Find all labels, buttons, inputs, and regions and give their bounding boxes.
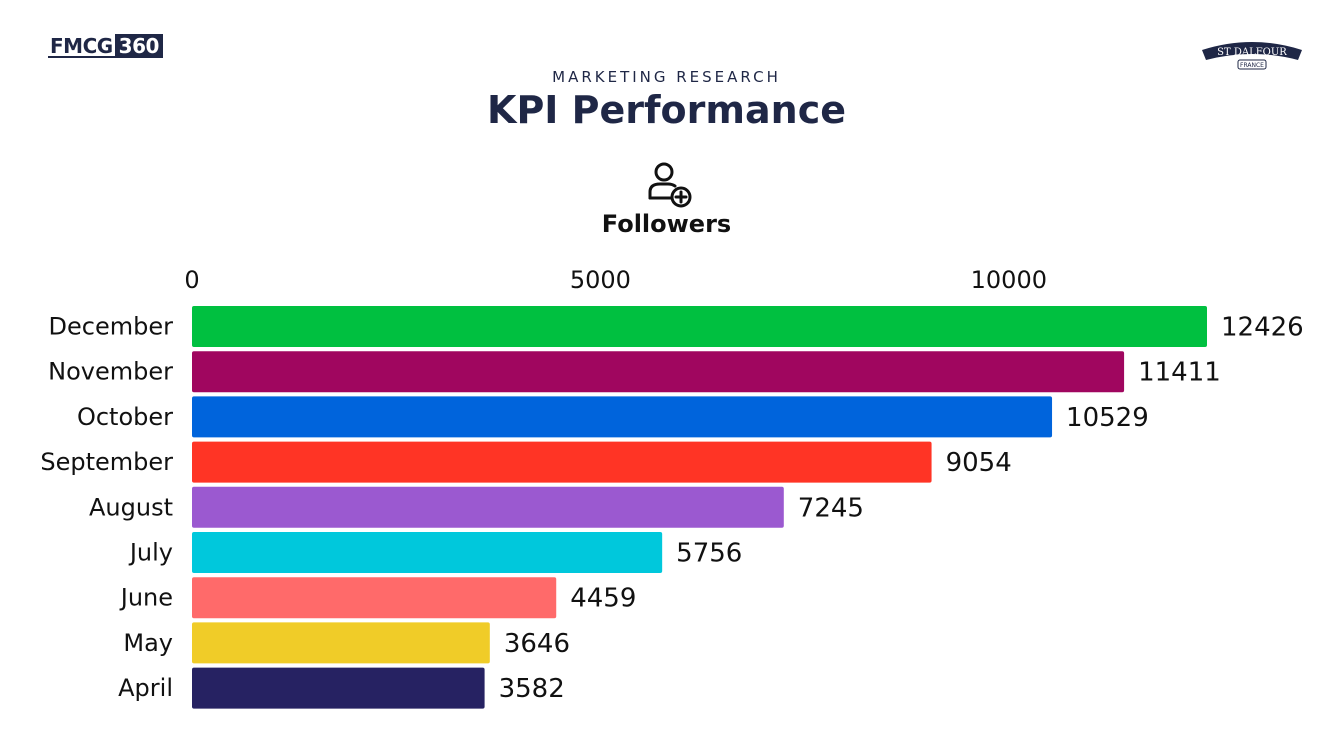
value-label: 4459 [570, 584, 636, 614]
value-label: 9054 [946, 448, 1012, 478]
bar-november [192, 351, 1125, 393]
page-title: KPI Performance [487, 88, 846, 132]
category-label: April [118, 674, 173, 702]
value-label: 3646 [504, 629, 570, 659]
bar-may [192, 622, 490, 664]
bar-april [192, 667, 485, 709]
category-label: September [40, 448, 173, 476]
bar-september [192, 441, 932, 483]
value-label: 7245 [798, 493, 864, 523]
logo-text-st-dalfour: ST DALFOUR [1217, 47, 1287, 58]
x-tick-label: 5000 [570, 266, 631, 294]
bar-august [192, 486, 784, 528]
value-label: 5756 [676, 539, 742, 569]
category-label: November [48, 358, 173, 386]
logo-text-fmcg: FMCG [48, 34, 115, 58]
value-label: 11411 [1138, 358, 1221, 388]
category-label: July [128, 539, 173, 567]
category-label: December [49, 313, 174, 341]
category-label: August [89, 493, 173, 521]
metric-label: Followers [601, 210, 732, 238]
bar-july [192, 532, 663, 573]
category-label: May [123, 629, 173, 657]
st-dalfour-logo: ST DALFOUR FRANCE [1202, 42, 1302, 70]
x-tick-label: 10000 [971, 266, 1047, 294]
bar-december [192, 306, 1207, 347]
bar-october [192, 396, 1053, 438]
value-label: 3582 [499, 674, 565, 704]
fmcg360-logo: FMCG 360 [48, 34, 163, 58]
category-label: October [77, 403, 173, 431]
bar-june [192, 577, 557, 619]
logo-text-france: FRANCE [1240, 62, 1264, 69]
category-label: June [119, 584, 173, 612]
value-label: 12426 [1221, 313, 1304, 343]
value-label: 10529 [1066, 403, 1149, 433]
user-add-icon [648, 162, 692, 208]
x-tick-label: 0 [184, 266, 199, 294]
logo-text-360: 360 [114, 34, 163, 58]
section-kicker: MARKETING RESEARCH [552, 68, 781, 86]
